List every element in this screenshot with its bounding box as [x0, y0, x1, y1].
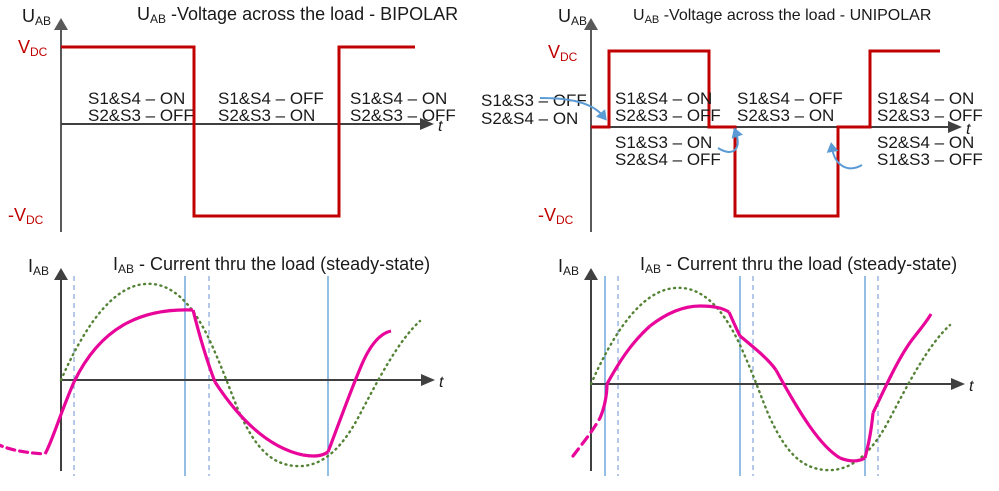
svg-text:IAB - Current thru the load (s: IAB - Current thru the load (steady-stat…	[640, 254, 957, 276]
svg-text:t: t	[969, 378, 974, 395]
svg-text:-VDC: -VDC	[538, 205, 574, 227]
svg-text:UAB: UAB	[558, 6, 587, 28]
svg-text:S2&S3 – OFF: S2&S3 – OFF	[615, 106, 721, 125]
svg-text:UAB -Voltage across the load -: UAB -Voltage across the load - BIPOLAR	[137, 4, 458, 26]
svg-text:S2&S3 – OFF: S2&S3 – OFF	[877, 106, 983, 125]
svg-text:UAB: UAB	[22, 6, 51, 28]
svg-text:VDC: VDC	[18, 37, 48, 59]
svg-text:S2&S3 – OFF: S2&S3 – OFF	[88, 106, 194, 125]
svg-text:VDC: VDC	[548, 42, 578, 64]
svg-text:UAB -Voltage across the load -: UAB -Voltage across the load - UNIPOLAR	[633, 7, 931, 26]
svg-text:IAB: IAB	[28, 256, 49, 278]
svg-text:S2&S3 – OFF: S2&S3 – OFF	[350, 106, 456, 125]
svg-text:t: t	[439, 374, 444, 391]
svg-text:S2&S4 – OFF: S2&S4 – OFF	[615, 150, 721, 169]
svg-text:S2&S3 – ON: S2&S3 – ON	[737, 106, 834, 125]
svg-text:-VDC: -VDC	[8, 205, 44, 227]
svg-text:S2&S3 – ON: S2&S3 – ON	[218, 106, 315, 125]
svg-text:S1&S3 – OFF: S1&S3 – OFF	[877, 150, 983, 169]
svg-text:IAB: IAB	[558, 256, 579, 278]
svg-text:IAB - Current thru the load (s: IAB - Current thru the load (steady-stat…	[113, 254, 430, 276]
